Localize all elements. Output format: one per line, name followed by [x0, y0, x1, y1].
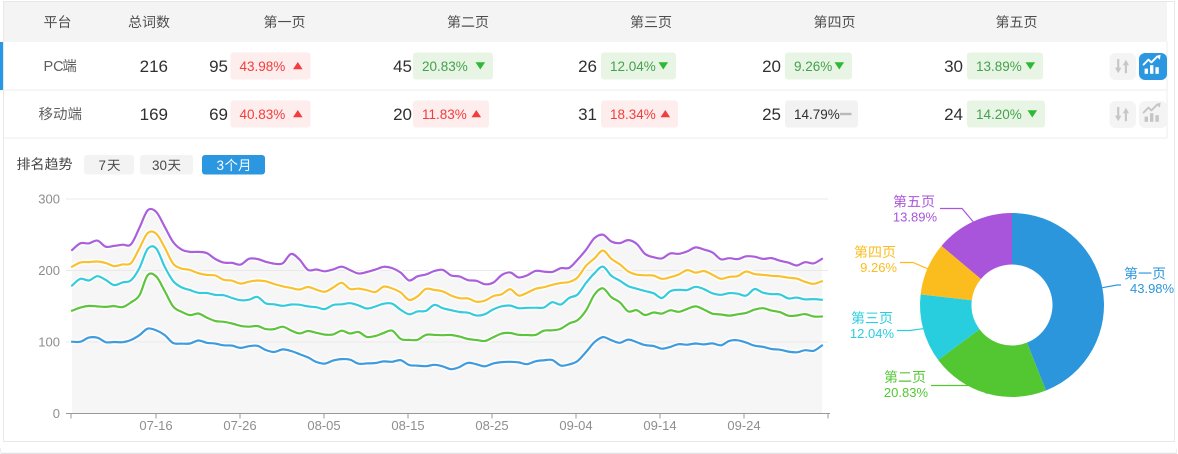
svg-text:100: 100: [38, 335, 60, 350]
svg-text:7: 7: [99, 158, 107, 173]
svg-text:24: 24: [944, 105, 963, 124]
svg-text:31: 31: [578, 105, 597, 124]
svg-text:12.04%: 12.04%: [610, 59, 656, 74]
svg-text:40.83%: 40.83%: [240, 107, 286, 122]
svg-text:20: 20: [762, 57, 781, 76]
svg-text:20.83%: 20.83%: [422, 59, 468, 74]
svg-text:08-25: 08-25: [475, 418, 508, 433]
svg-text:3: 3: [217, 158, 225, 173]
svg-text:45: 45: [393, 57, 412, 76]
svg-text:08-05: 08-05: [307, 418, 340, 433]
svg-text:25: 25: [762, 105, 781, 124]
svg-text:169: 169: [140, 105, 168, 124]
svg-text:69: 69: [209, 105, 228, 124]
svg-text:95: 95: [209, 57, 228, 76]
svg-text:43.98%: 43.98%: [240, 59, 286, 74]
svg-text:18.34%: 18.34%: [610, 107, 656, 122]
svg-text:07-26: 07-26: [223, 418, 256, 433]
svg-text:14.20%: 14.20%: [976, 107, 1022, 122]
svg-text:13.89%: 13.89%: [893, 210, 938, 225]
svg-text:20.83%: 20.83%: [884, 385, 929, 400]
svg-text:14.79%: 14.79%: [794, 107, 840, 122]
svg-text:216: 216: [140, 57, 168, 76]
svg-text:43.98%: 43.98%: [1130, 281, 1175, 296]
svg-text:13.89%: 13.89%: [976, 59, 1022, 74]
svg-text:08-15: 08-15: [391, 418, 424, 433]
svg-text:0: 0: [53, 406, 60, 421]
svg-text:9.26%: 9.26%: [794, 59, 832, 74]
svg-text:11.83%: 11.83%: [422, 107, 467, 122]
svg-text:26: 26: [578, 57, 597, 76]
svg-text:20: 20: [393, 105, 412, 124]
svg-text:30: 30: [152, 158, 167, 173]
svg-text:9.26%: 9.26%: [860, 260, 897, 275]
svg-text:12.04%: 12.04%: [850, 326, 895, 341]
svg-text:PC: PC: [44, 59, 64, 75]
svg-text:30: 30: [944, 57, 963, 76]
svg-text:09-14: 09-14: [643, 418, 676, 433]
svg-text:07-16: 07-16: [139, 418, 172, 433]
svg-text:300: 300: [38, 192, 60, 207]
svg-text:200: 200: [38, 263, 60, 278]
svg-text:09-24: 09-24: [727, 418, 760, 433]
svg-text:09-04: 09-04: [559, 418, 592, 433]
